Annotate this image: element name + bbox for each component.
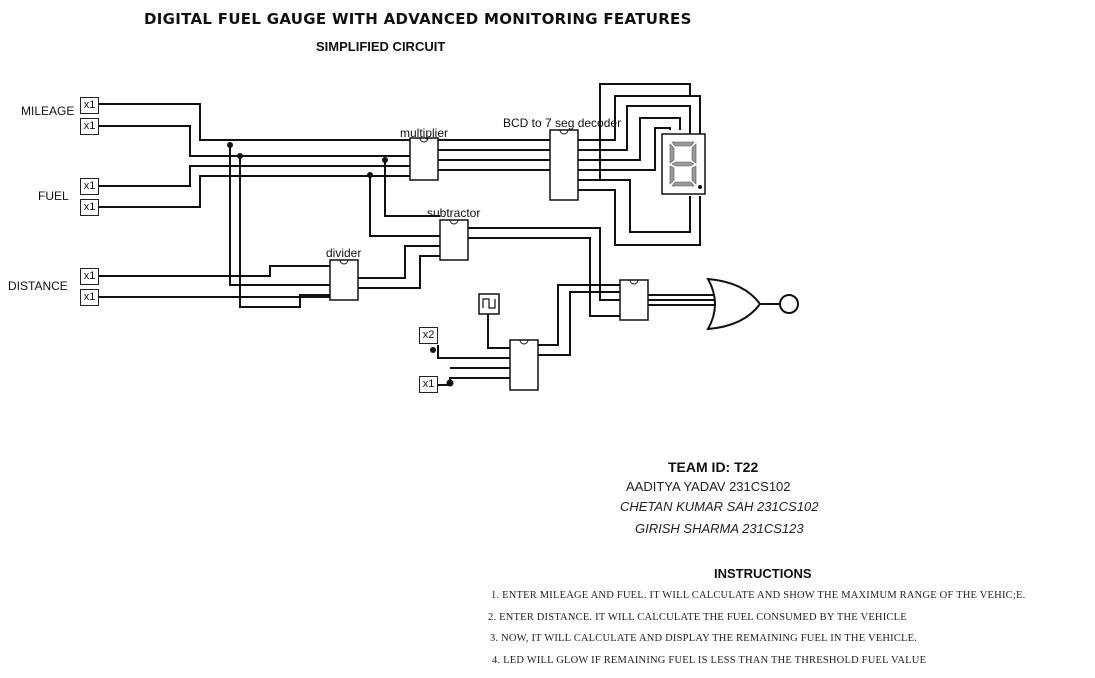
decoder-label: BCD to 7 seg decoder <box>503 116 622 130</box>
page-subtitle: SIMPLIFIED CIRCUIT <box>316 39 446 54</box>
multiplier-label: multiplier <box>400 126 449 140</box>
mileage-input-pin-1[interactable]: x1 <box>80 97 99 114</box>
threshold-input-pin-x1[interactable]: x1 <box>419 376 438 393</box>
instruction-item-1: 1. ENTER MILEAGE AND FUEL. IT WILL CALCU… <box>491 590 1026 601</box>
instruction-item-3: 3. NOW, IT WILL CALCULATE AND DISPLAY TH… <box>490 633 918 644</box>
mileage-input-pin-2[interactable]: x1 <box>80 118 99 135</box>
fuel-input-pin-2[interactable]: x1 <box>80 199 99 216</box>
team-member-1: AADITYA YADAV 231CS102 <box>626 479 791 494</box>
subtractor-chip <box>439 219 469 261</box>
or-gate <box>706 277 762 331</box>
instruction-item-2: 2. ENTER DISTANCE. IT WILL CALCULATE THE… <box>488 612 907 623</box>
junctions <box>227 142 454 387</box>
seven-segment-display <box>661 133 706 195</box>
team-member-3: GIRISH SHARMA 231CS123 <box>635 521 804 536</box>
fuel-input-pin-1[interactable]: x1 <box>80 178 99 195</box>
comparator-chip <box>619 279 649 321</box>
instructions-title: INSTRUCTIONS <box>714 566 812 581</box>
distance-input-pin-2[interactable]: x1 <box>80 289 99 306</box>
decoder-chip <box>549 129 579 201</box>
mileage-label: MILEAGE <box>21 104 75 118</box>
wires <box>99 83 780 386</box>
threshold-input-pin-x2[interactable]: x2 <box>419 327 438 344</box>
subtractor-label: subtractor <box>427 206 481 220</box>
clock-source <box>478 293 500 315</box>
led-indicator <box>779 294 799 314</box>
instruction-item-4: 4. LED WILL GLOW IF REMAINING FUEL IS LE… <box>492 655 927 666</box>
divider-chip <box>329 259 359 301</box>
distance-input-pin-1[interactable]: x1 <box>80 268 99 285</box>
divider-label: divider <box>326 246 362 260</box>
team-member-2: CHETAN KUMAR SAH 231CS102 <box>620 499 819 514</box>
counter-chip <box>509 339 539 391</box>
team-id: TEAM ID: T22 <box>668 459 759 475</box>
multiplier-chip <box>409 137 439 181</box>
fuel-label: FUEL <box>38 189 69 203</box>
page-title: DIGITAL FUEL GAUGE WITH ADVANCED MONITOR… <box>144 10 692 28</box>
distance-label: DISTANCE <box>8 279 68 293</box>
